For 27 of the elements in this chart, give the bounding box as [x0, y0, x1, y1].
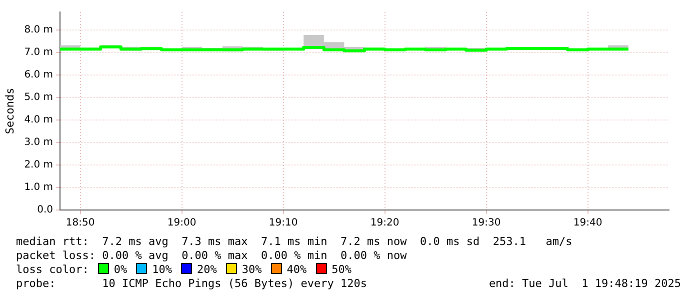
y-tick-label: 0.0: [37, 204, 54, 216]
x-tick-label: 19:30: [472, 218, 501, 229]
x-tick-label: 19:40: [573, 218, 602, 229]
text: 50%: [332, 263, 352, 276]
x-tick-label: 19:00: [167, 218, 196, 229]
text: probe: 10 ICMP Echo Pings (56 Bytes) every 120s: [16, 277, 367, 290]
text: 30%: [242, 263, 262, 276]
text: loss color:: [16, 263, 89, 276]
y-tick-label: 1.0 m: [24, 182, 54, 194]
y-tick-label: 5.0 m: [24, 92, 54, 104]
text: 10%: [152, 263, 172, 276]
y-tick-label: 3.0 m: [24, 137, 54, 148]
text: packet loss: 0.00 % avg 0.00 % max 0.00 % min 0.00 % now: [16, 249, 407, 262]
x-tick-label: 18:50: [66, 218, 95, 229]
text: 0%: [114, 263, 128, 276]
text: end: Tue Jul 1 19:48:19 2025: [488, 277, 681, 290]
y-tick-label: 2.0 m: [24, 160, 54, 171]
y-axis-title: Seconds: [3, 88, 16, 134]
y-tick-label: 4.0 m: [24, 114, 54, 126]
x-tick-label: 19:10: [268, 218, 298, 229]
x-tick-label: 19:20: [370, 218, 400, 229]
y-tick-label: 7.0 m: [24, 47, 54, 58]
text: 20%: [196, 263, 217, 276]
y-tick-label: 8.0 m: [24, 24, 54, 36]
text: median rtt: 7.2 ms avg 7.3 ms max 7.1 ms min 7.2 ms now 0.0 ms sd 253.1 am/s: [16, 235, 572, 248]
y-tick-label: 6.0 m: [24, 70, 54, 81]
text: 40%: [286, 263, 307, 276]
